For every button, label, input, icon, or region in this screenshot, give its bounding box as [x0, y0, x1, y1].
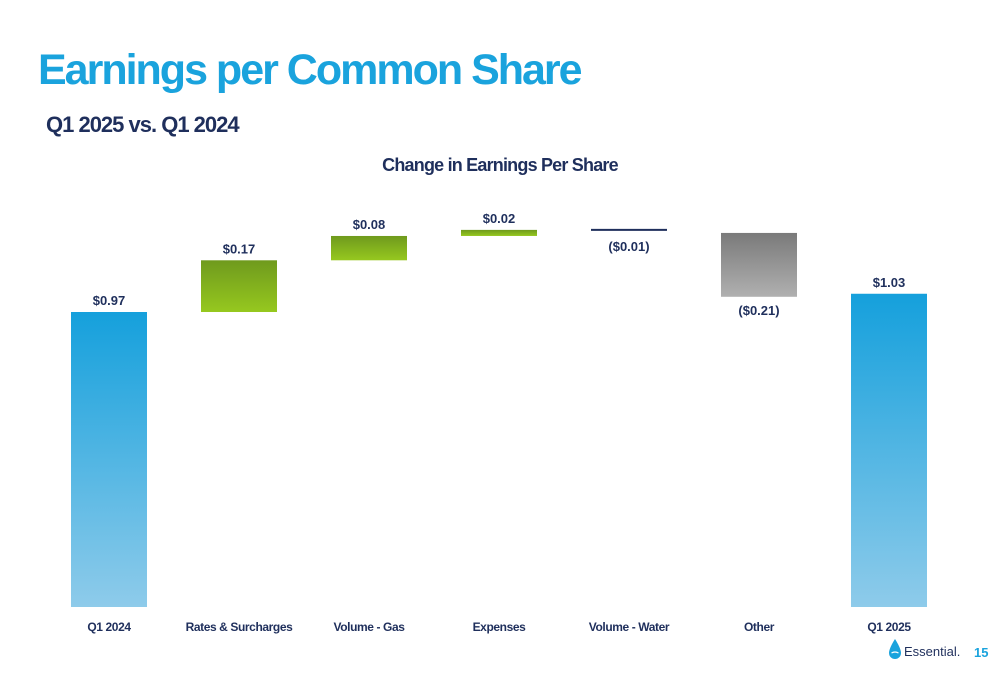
chart-bars	[71, 228, 927, 607]
value-label-rates-surcharges: $0.17	[223, 241, 256, 256]
logo-text: Essential.	[904, 644, 961, 659]
page-subtitle: Q1 2025 vs. Q1 2024	[46, 112, 240, 137]
chart-title: Change in Earnings Per Share	[382, 155, 618, 175]
chart-category-labels: Q1 2024 Rates & Surcharges Volume - Gas Exp…	[87, 620, 911, 634]
value-label-other: ($0.21)	[738, 303, 779, 318]
category-label-expenses: Expenses	[473, 620, 527, 634]
bar-other	[721, 232, 797, 297]
chart-value-labels: $0.97 $0.17 $0.08 $0.02 ($0.01) ($0.21) $1.03	[93, 211, 906, 318]
bar-q1-2025	[851, 293, 927, 607]
bar-q1-2024	[71, 312, 147, 607]
category-label-rates-surcharges: Rates & Surcharges	[186, 620, 294, 634]
category-label-volume-gas: Volume - Gas	[334, 620, 406, 634]
page-number: 15	[974, 645, 989, 660]
water-drop-icon	[889, 639, 901, 659]
page-title: Earnings per Common Share	[38, 46, 583, 94]
value-label-expenses: $0.02	[483, 211, 516, 226]
category-label-q1-2024: Q1 2024	[87, 620, 131, 634]
value-label-q1-2024: $0.97	[93, 293, 126, 308]
value-label-volume-gas: $0.08	[353, 217, 386, 232]
category-label-other: Other	[744, 620, 775, 634]
category-label-volume-water: Volume - Water	[589, 620, 670, 634]
essential-logo: Essential.	[888, 636, 968, 666]
category-label-q1-2025: Q1 2025	[867, 620, 911, 634]
value-label-q1-2025: $1.03	[873, 275, 906, 290]
bar-rates-surcharges	[201, 260, 277, 312]
bar-expenses	[461, 229, 537, 236]
value-label-volume-water: ($0.01)	[608, 239, 649, 254]
bar-volume-gas	[331, 235, 407, 261]
